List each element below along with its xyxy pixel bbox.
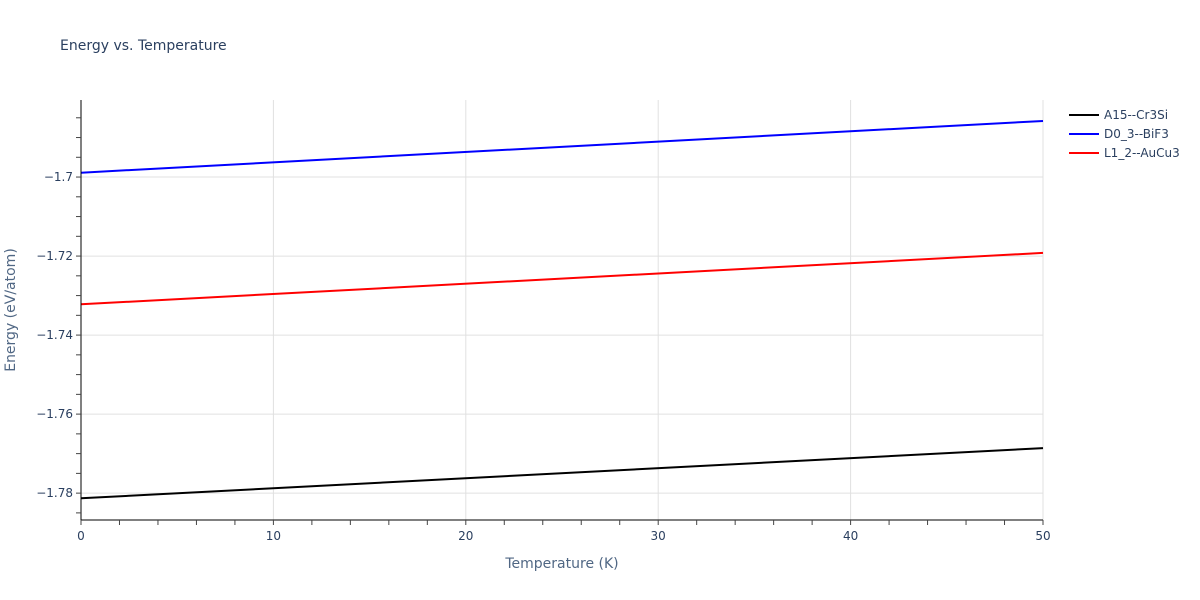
axes: 0 10 20 30 40 50 −1.78 −1.76 −1.74 −1.72 −1.7 <box>36 100 1051 543</box>
x-tick-label: 0 <box>77 529 85 543</box>
x-tick-label: 20 <box>458 529 473 543</box>
legend-label: D0_3--BiF3 <box>1104 127 1169 141</box>
legend-item: A15--Cr3Si <box>1069 108 1168 122</box>
legend-label: L1_2--AuCu3 <box>1104 146 1180 160</box>
series-line <box>80 251 1044 306</box>
legend: A15--Cr3Si D0_3--BiF3 L1_2--AuCu3 <box>1069 108 1180 160</box>
chart-title: Energy vs. Temperature <box>60 38 227 54</box>
legend-label: A15--Cr3Si <box>1104 108 1168 122</box>
x-tick-label: 50 <box>1035 529 1050 543</box>
series-line <box>80 447 1044 500</box>
y-tick-label: −1.76 <box>36 407 73 421</box>
y-tick-label: −1.78 <box>36 486 73 500</box>
y-tick-label: −1.74 <box>36 328 73 342</box>
x-axis-title: Temperature (K) <box>504 556 618 572</box>
x-tick-label: 30 <box>651 529 666 543</box>
y-tick-label: −1.7 <box>44 170 73 184</box>
x-tick-label: 40 <box>843 529 858 543</box>
y-axis-title: Energy (eV/atom) <box>3 248 19 372</box>
gridlines <box>81 100 1044 520</box>
legend-item: D0_3--BiF3 <box>1069 127 1169 141</box>
y-tick-label: −1.72 <box>36 249 73 263</box>
plot-area <box>80 119 1044 500</box>
x-tick-label: 10 <box>266 529 281 543</box>
legend-item: L1_2--AuCu3 <box>1069 146 1180 160</box>
series-line <box>80 119 1044 174</box>
